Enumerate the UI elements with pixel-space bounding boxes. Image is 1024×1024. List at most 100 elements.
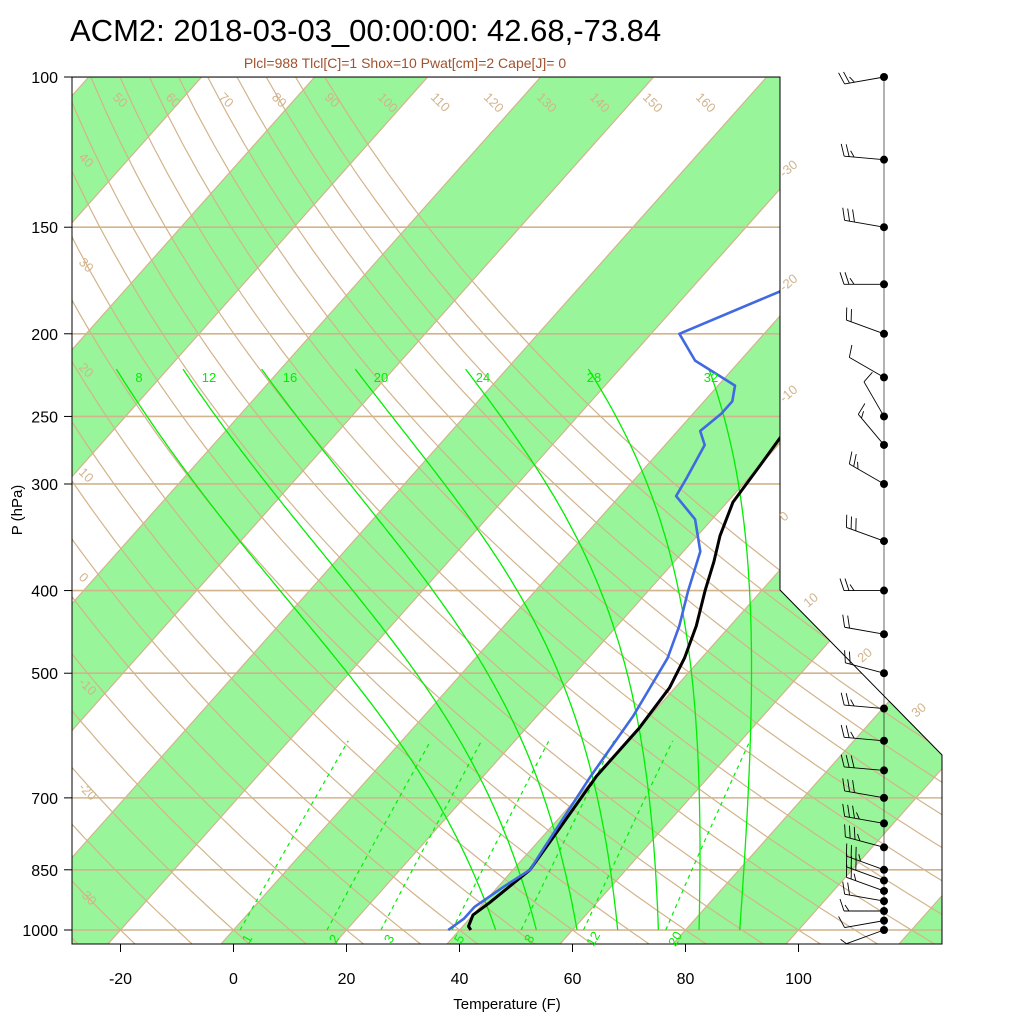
wind-barb-flag	[842, 207, 846, 221]
mixing-ratio-line	[451, 740, 550, 931]
mixing-ratio-line	[665, 740, 751, 931]
wind-barb-flag	[849, 76, 855, 83]
mixing-ratio-label: 12	[583, 929, 603, 949]
dry-adiabat	[324, 77, 942, 944]
isotherm-top-label: 160	[693, 90, 719, 116]
x-tick-label: -20	[109, 971, 132, 988]
x-tick-label: 0	[229, 971, 238, 988]
chart-title: ACM2: 2018-03-03_00:00:00: 42.68,-73.84	[70, 13, 661, 48]
dry-adiabat	[72, 77, 885, 944]
isotherm-line	[555, 77, 942, 944]
wind-barb-flag	[843, 71, 850, 84]
mixing-ratio-label: 20	[665, 929, 685, 949]
isotherm-line	[329, 77, 942, 944]
isotherm-top-label: 120	[481, 90, 507, 116]
dry-adiabat	[72, 77, 140, 944]
profile-layer	[447, 77, 942, 932]
wind-barb-flag	[847, 804, 850, 818]
dry-adiabat	[72, 77, 828, 944]
isotherm-line	[668, 77, 942, 944]
wind-barb-flag	[850, 755, 855, 768]
mixing-ratio-line	[582, 740, 674, 931]
wind-barb-flag	[844, 578, 850, 591]
y-tick-label: 250	[31, 409, 58, 426]
dry-adiabat	[72, 77, 599, 944]
wind-barb	[845, 662, 885, 674]
dry-adiabat	[72, 77, 541, 944]
mixing-ratio-line	[326, 740, 432, 931]
y-axis-label: P (hPa)	[9, 485, 26, 536]
isotherm-line	[72, 77, 785, 944]
wind-barb-flag	[853, 454, 857, 467]
y-tick-label: 200	[31, 327, 58, 344]
isotherm-side-label: 30	[76, 255, 97, 276]
isotherm-line	[781, 77, 942, 944]
isotherm-layer	[72, 77, 942, 944]
wind-barb	[844, 704, 885, 709]
x-axis-label: Temperature (F)	[453, 996, 561, 1013]
y-tick-label: 300	[31, 477, 58, 494]
dry-adiabat	[148, 77, 942, 944]
dry-adiabat	[177, 77, 942, 944]
wind-barb-flag	[852, 209, 855, 223]
y-tick-label: 150	[31, 220, 58, 237]
wind-barb	[846, 855, 885, 871]
moist-adiabat-label: 8	[135, 370, 142, 385]
dry-adiabat	[72, 77, 770, 944]
wind-barb-flag	[848, 451, 853, 465]
dry-adiabat	[72, 77, 312, 944]
moist-adiabat	[115, 368, 497, 931]
wind-barb-flag	[861, 411, 864, 419]
y-tick-label: 500	[31, 666, 58, 683]
wind-barb-flag	[858, 854, 861, 862]
moist-adiabat-label: 28	[587, 370, 601, 385]
isotherm-top-label: 110	[428, 90, 453, 115]
y-tick-label: 400	[31, 584, 58, 601]
plot-frame	[71, 76, 943, 945]
wind-barb-flag	[850, 731, 855, 739]
x-tick-label: 20	[338, 971, 356, 988]
wind-barb	[846, 526, 885, 542]
wind-barb	[846, 929, 885, 945]
dry-adiabat	[72, 77, 656, 944]
dry-adiabat	[72, 77, 255, 944]
wind-barb-flag	[848, 651, 851, 665]
wind-barb-flag	[840, 692, 845, 706]
wind-barb-flag	[845, 144, 850, 157]
moist-adiabat	[354, 368, 619, 931]
wind-barb-flag	[863, 372, 873, 383]
mixing-ratio-line	[380, 740, 483, 931]
wind-barb-flag	[840, 754, 845, 768]
wind-barb-flag	[842, 778, 846, 791]
wind-barb-flag	[842, 614, 846, 628]
wind-barb-column	[838, 71, 888, 945]
dewpoint-profile	[447, 77, 942, 932]
wind-barb-flag	[857, 403, 866, 415]
wind-barb	[844, 816, 885, 824]
moist-adiabat-label: 12	[202, 370, 216, 385]
wind-barb	[844, 920, 885, 929]
skew-band-layer	[72, 77, 942, 944]
wind-barb	[846, 319, 885, 335]
wind-barb	[857, 414, 885, 446]
wind-barb-flag	[847, 208, 850, 222]
wind-barb	[849, 357, 885, 378]
dry-adiabat	[265, 77, 942, 944]
dry-adiabat	[207, 77, 942, 944]
isotherm-right-label: 30	[908, 700, 929, 721]
wind-barb-flag	[853, 826, 856, 840]
moist-adiabat-label: 16	[283, 370, 297, 385]
wind-barb-flag	[850, 699, 855, 707]
wind-barb	[844, 790, 885, 799]
wind-barb	[846, 866, 885, 881]
dry-adiabat	[119, 77, 942, 944]
wind-barb	[844, 893, 885, 902]
wind-barb-flag	[838, 916, 846, 928]
moist-adiabat	[465, 368, 660, 931]
wind-barb-flag	[840, 724, 845, 738]
wind-barb	[844, 76, 885, 85]
temperature-band	[669, 77, 942, 944]
moist-adiabat-label: 24	[476, 370, 490, 385]
wind-barb-flag	[840, 939, 847, 945]
isotherm-right-label: 10	[800, 590, 821, 611]
